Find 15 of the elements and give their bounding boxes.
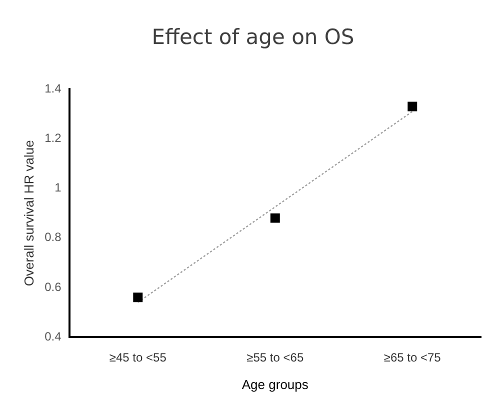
x-axis-title: Age groups xyxy=(242,376,309,392)
x-tick-label: ≥45 to <55 xyxy=(109,350,167,365)
y-tick-label: 1.2 xyxy=(44,131,62,146)
y-tick-label: 0.8 xyxy=(44,230,62,244)
y-tick-label: 1 xyxy=(54,180,62,195)
x-tick-label: ≥55 to <65 xyxy=(246,350,304,365)
point xyxy=(408,102,418,112)
chart-title: Effect of age on OS xyxy=(152,25,354,50)
y-tick-label: 0.4 xyxy=(44,329,62,344)
point xyxy=(133,292,143,302)
point xyxy=(270,213,280,223)
x-tick-label: ≥65 to <75 xyxy=(384,350,442,365)
y-tick-label: 1.4 xyxy=(44,82,62,96)
y-axis-title: Overall survival HR value xyxy=(21,140,36,286)
y-tick-label: 0.6 xyxy=(44,280,62,294)
